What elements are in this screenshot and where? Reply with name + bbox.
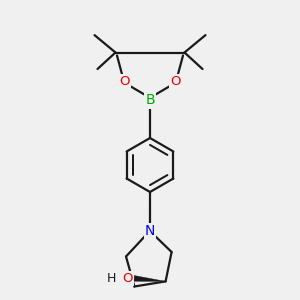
Text: O: O	[122, 272, 133, 285]
Text: O: O	[170, 75, 181, 88]
Text: O: O	[119, 75, 130, 88]
Text: N: N	[145, 224, 155, 238]
Polygon shape	[134, 276, 166, 281]
Text: B: B	[145, 94, 155, 107]
Text: H: H	[107, 272, 116, 285]
